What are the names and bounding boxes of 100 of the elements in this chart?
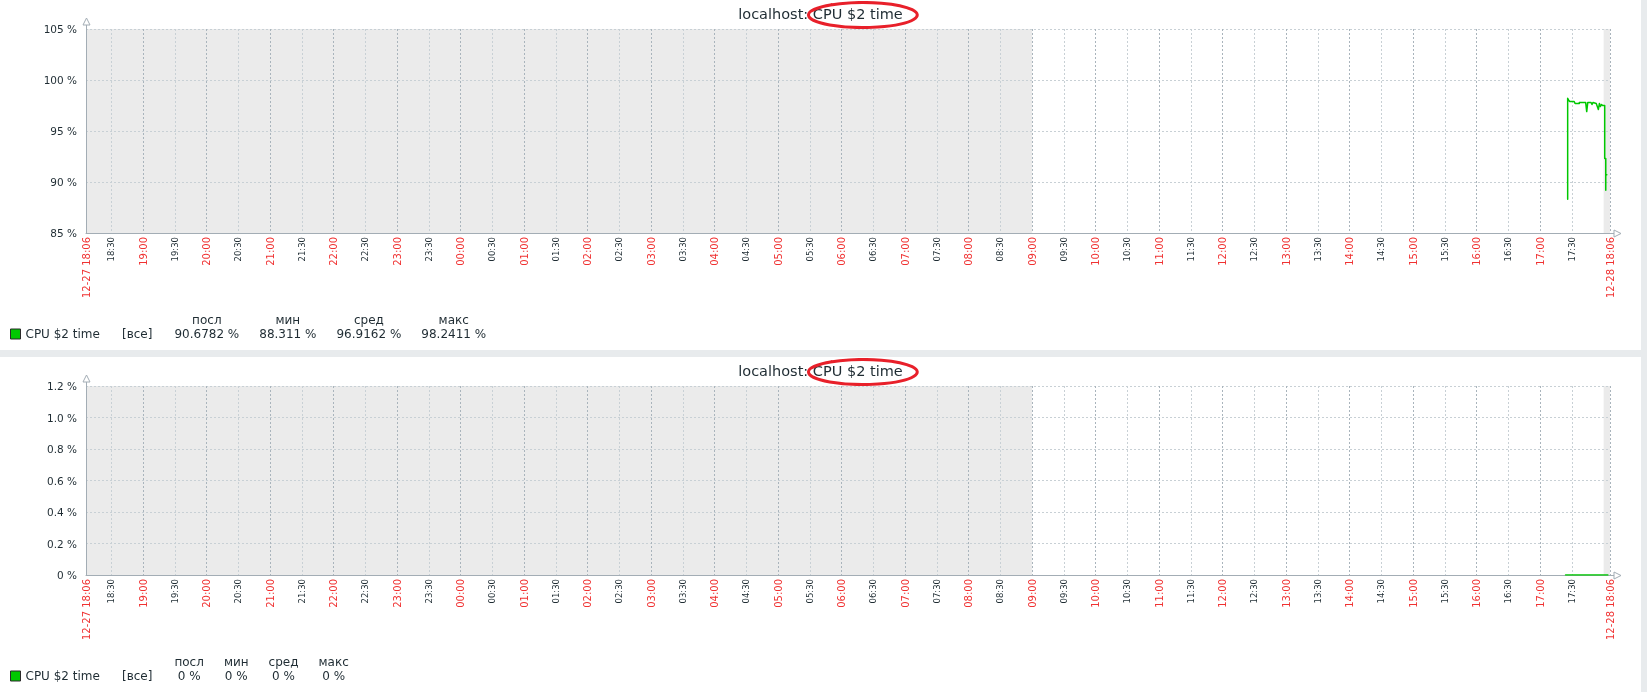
chart-title: localhost: CPU $2 time: [738, 6, 903, 22]
x-tick-label: 17:00: [1534, 237, 1546, 266]
x-tick-label: 23:30: [423, 579, 434, 604]
x-tick-label: 11:30: [1185, 579, 1196, 604]
x-tick-label: 20:30: [233, 237, 244, 262]
y-tick-label: 85 %: [50, 227, 78, 239]
y-tick-label: 1.2 %: [46, 380, 78, 392]
x-tick-label: 04:00: [709, 237, 721, 266]
x-tick-label: 10:30: [1122, 237, 1133, 262]
text: 88.311 %: [258, 327, 318, 341]
x-tick-label: 05:30: [804, 237, 815, 262]
x-tick-label: 09:00: [1026, 237, 1038, 266]
text: 90.6782 %: [173, 327, 241, 341]
x-tick-label: 04:00: [709, 579, 721, 608]
x-tick-label: 21:30: [296, 237, 307, 262]
x-tick-label: 23:00: [391, 579, 403, 608]
x-tick-label: 06:30: [868, 237, 879, 262]
x-tick-label: 11:00: [1153, 579, 1165, 608]
x-tick-label: 21:00: [264, 237, 276, 266]
x-tick-label: 11:00: [1153, 237, 1165, 266]
x-tick-label: 01:00: [518, 237, 530, 266]
x-tick-label: 13:00: [1280, 579, 1292, 608]
x-tick-label: 12-27 18:06: [80, 237, 92, 299]
x-tick-label: 00:00: [455, 237, 467, 266]
text: 98.2411 %: [420, 327, 488, 341]
x-tick-label: 12:30: [1249, 579, 1260, 604]
x-tick-label: 14:00: [1344, 579, 1356, 608]
x-tick-label: 17:30: [1566, 237, 1577, 262]
x-tick-label: 08:30: [995, 237, 1006, 262]
text: сред: [267, 655, 300, 669]
x-tick-label: 12:00: [1217, 579, 1229, 608]
x-tick-label: 16:30: [1503, 237, 1514, 262]
x-tick-label: 09:30: [1058, 237, 1069, 262]
x-tick-label: 13:30: [1312, 579, 1323, 604]
x-tick-label: 14:00: [1344, 237, 1356, 266]
x-tick-label: 05:00: [772, 579, 784, 608]
x-tick-label: 22:00: [328, 237, 340, 266]
x-tick-label: 10:00: [1090, 579, 1102, 608]
x-tick-label: 01:30: [550, 579, 561, 604]
text: мин: [274, 313, 302, 327]
x-tick-label: 01:30: [550, 237, 561, 262]
x-tick-label: 19:30: [169, 237, 180, 262]
x-tick-label: 22:30: [360, 579, 371, 604]
text: макс: [317, 655, 350, 669]
x-tick-label: 06:00: [836, 237, 848, 266]
chart-title: localhost: CPU $2 time: [738, 363, 903, 379]
x-tick-label: 18:30: [106, 579, 117, 604]
y-tick-label: 1.0 %: [46, 411, 78, 424]
text: мин: [222, 655, 250, 669]
text: 0 %: [321, 669, 347, 683]
x-tick-label: 10:30: [1122, 579, 1133, 604]
x-tick-label: 00:30: [487, 237, 498, 262]
x-tick-label: 12-28 18:06: [1604, 237, 1616, 299]
x-tick-label: 08:30: [995, 579, 1006, 604]
x-tick-label: 23:30: [423, 237, 434, 262]
x-tick-label: 20:00: [201, 579, 213, 608]
x-tick-label: 17:00: [1534, 579, 1546, 608]
x-tick-label: 17:30: [1566, 579, 1577, 604]
x-tick-label: 15:00: [1407, 579, 1419, 608]
x-tick-label: 12-27 18:06: [80, 579, 92, 641]
y-tick-label: 0.2 %: [46, 537, 78, 550]
x-tick-label: 16:00: [1471, 237, 1483, 266]
x-tick-label: 00:30: [487, 579, 498, 604]
x-tick-label: 02:30: [614, 579, 625, 604]
x-tick-label: 19:00: [137, 579, 149, 608]
x-tick-label: 21:00: [264, 579, 276, 608]
x-tick-label: 02:00: [582, 579, 594, 608]
text: посл: [191, 313, 223, 327]
legend-label: CPU $2 time: [25, 327, 100, 341]
x-tick-label: 23:00: [391, 237, 403, 266]
y-tick-label: 100 %: [43, 74, 78, 86]
x-tick-label: 07:00: [899, 237, 911, 266]
x-tick-label: 13:00: [1280, 237, 1292, 266]
x-tick-label: 12:00: [1217, 237, 1229, 266]
x-tick-label: 04:30: [741, 579, 752, 604]
y-tick-label: 0.4 %: [46, 506, 78, 518]
x-tick-label: 20:00: [201, 237, 213, 266]
x-tick-label: 12:30: [1249, 237, 1260, 262]
x-tick-label: 01:00: [518, 579, 530, 608]
legend-label: CPU $2 time: [25, 669, 100, 683]
y-tick-label: 0.8 %: [46, 443, 78, 455]
text: 0 %: [223, 669, 249, 683]
x-tick-label: 08:00: [963, 237, 975, 266]
x-tick-label: 15:30: [1439, 579, 1450, 604]
text: сред: [352, 313, 385, 327]
x-tick-label: 16:00: [1471, 579, 1483, 608]
text: 96.9162 %: [335, 327, 403, 341]
x-tick-label: 02:00: [582, 237, 594, 266]
x-tick-label: 15:30: [1439, 237, 1450, 262]
x-tick-label: 14:30: [1376, 579, 1387, 604]
x-tick-label: 11:30: [1185, 237, 1196, 262]
x-tick-label: 16:30: [1503, 579, 1514, 604]
x-tick-label: 05:00: [772, 237, 784, 266]
x-tick-label: 07:00: [899, 579, 911, 608]
text: 0 %: [271, 669, 296, 683]
text: макс: [437, 313, 470, 327]
text: посл: [173, 655, 205, 669]
x-tick-label: 22:30: [360, 237, 371, 262]
x-tick-label: 03:00: [645, 237, 657, 266]
x-tick-label: 06:00: [836, 579, 848, 608]
